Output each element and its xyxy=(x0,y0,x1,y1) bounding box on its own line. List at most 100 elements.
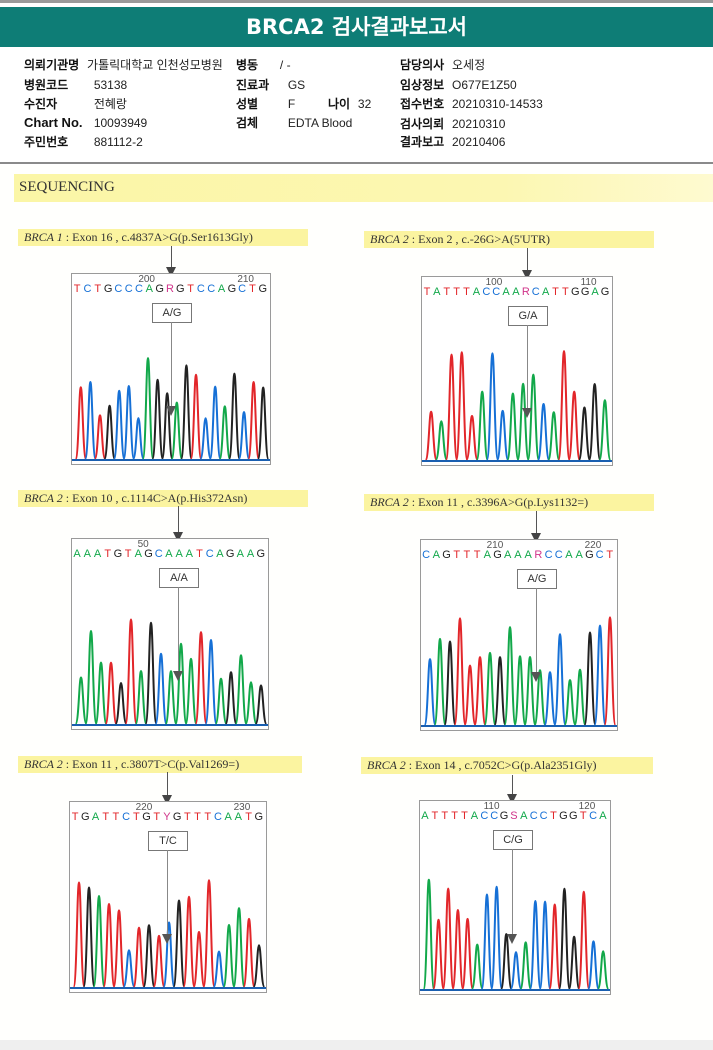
trace-peak xyxy=(144,621,158,725)
patient-name-value: 전혜랑 xyxy=(93,97,127,111)
pointer-arrow-icon xyxy=(507,794,517,804)
trace-peak xyxy=(232,907,246,988)
base-call: C xyxy=(529,810,538,822)
inner-pointer-line xyxy=(167,850,168,936)
age-field: 나이 32 xyxy=(328,95,371,112)
trace-peak xyxy=(583,631,597,726)
trace-peak xyxy=(84,630,98,725)
base-call: A xyxy=(91,811,100,823)
trace-peak xyxy=(208,385,222,460)
ward-label: 병동 xyxy=(236,58,259,72)
accession-value: 20210310-14533 xyxy=(452,97,543,111)
base-call: G xyxy=(113,548,123,560)
base-call: C xyxy=(595,549,604,561)
trace-peak xyxy=(493,656,507,726)
trace-peak xyxy=(242,917,256,988)
chromatogram-trace xyxy=(72,618,268,726)
base-call: T xyxy=(132,811,140,823)
trace-peak xyxy=(132,926,146,988)
report-title: BRCA2 검사결과보고서 xyxy=(0,7,713,47)
base-call: G xyxy=(144,548,153,560)
trace-peak xyxy=(503,626,517,726)
variant-label: BRCA 2 : Exon 14 , c.7052C>G(p.Ala2351Gl… xyxy=(361,757,653,774)
base-call: C xyxy=(207,283,216,295)
trace-peak xyxy=(194,631,208,725)
trace-peak xyxy=(244,681,258,725)
chromatogram-trace xyxy=(421,616,617,727)
ward-field: 병동 / - xyxy=(236,56,291,73)
institution-value: 가톨릭대학교 인천성모병원 xyxy=(87,58,223,72)
trace-peak xyxy=(496,409,510,461)
trace-peak xyxy=(256,386,270,460)
base-call: A xyxy=(575,549,583,561)
base-call: A xyxy=(520,810,528,822)
resident-no-field: 주민번호 881112-2 xyxy=(24,133,143,150)
trace-peak xyxy=(543,671,557,726)
base-call: A xyxy=(483,549,491,561)
trace-peak xyxy=(252,944,266,988)
position-left: 200 xyxy=(138,274,155,285)
base-call: T xyxy=(461,810,468,822)
trace-peak xyxy=(455,351,469,461)
trace-peak xyxy=(174,642,188,725)
base-call: C xyxy=(544,549,553,561)
base-call: T xyxy=(94,283,102,295)
trace-peak xyxy=(453,617,467,726)
inner-pointer-line xyxy=(536,588,537,674)
variant-label: BRCA 2 : Exon 11 , c.3396A>G(p.Lys1132=) xyxy=(364,494,654,511)
base-call: G xyxy=(569,810,578,822)
base-call: T xyxy=(153,811,161,823)
doctor-field: 담당의사 오세정 xyxy=(400,56,485,73)
base-call: T xyxy=(196,548,203,560)
accession-field: 접수번호 20210310-14533 xyxy=(400,95,543,112)
specimen-value: EDTA Blood xyxy=(287,116,353,130)
trace-peak xyxy=(485,352,500,461)
base-call: T xyxy=(550,810,557,822)
genotype-call: T/C xyxy=(148,831,188,851)
inner-pointer-line xyxy=(171,322,172,408)
trace-peak xyxy=(93,414,107,460)
base-call: A xyxy=(93,548,102,560)
gene-name: BRCA 2 xyxy=(367,758,406,772)
pointer-arrow-icon xyxy=(531,533,541,543)
trace-peak xyxy=(103,404,116,460)
chart-no-label: Chart No. xyxy=(24,115,83,130)
base-call: T xyxy=(463,286,470,298)
gene-name: BRCA 2 xyxy=(370,495,409,509)
base-call: A xyxy=(421,810,429,822)
base-call: A xyxy=(514,549,522,561)
trace-peak xyxy=(523,656,537,726)
base-call: T xyxy=(451,810,458,822)
hospital-code-field: 병원코드 53138 xyxy=(24,76,127,93)
variant-label: BRCA 2 : Exon 2 , c.-26G>A(5'UTR) xyxy=(364,231,654,248)
trace-peak xyxy=(122,949,136,988)
chromatogram xyxy=(419,800,611,995)
base-call: C xyxy=(83,283,92,295)
section-divider xyxy=(0,162,713,164)
base-call: A xyxy=(470,810,479,822)
base-call: T xyxy=(73,283,81,295)
report-date-field: 결과보고 20210406 xyxy=(400,133,505,150)
base-call: G xyxy=(254,811,264,823)
inner-arrow-icon xyxy=(162,933,172,944)
gene-name: BRCA 1 xyxy=(24,230,63,244)
trace-peak xyxy=(112,909,126,988)
sequencing-header: SEQUENCING xyxy=(14,174,713,202)
base-call: C xyxy=(154,548,163,560)
pointer-line xyxy=(178,506,179,538)
base-call: A xyxy=(165,548,173,560)
trace-peak xyxy=(94,661,108,725)
clinical-info-value: O677E1Z50 xyxy=(452,78,517,92)
base-call: Y xyxy=(163,811,171,823)
base-call: A xyxy=(599,810,607,822)
base-call: T xyxy=(473,549,481,561)
pointer-arrow-icon xyxy=(522,270,532,280)
inner-arrow-icon xyxy=(531,671,541,682)
age-value: 32 xyxy=(357,97,372,111)
base-sequence: A T T T T A C C G S A C C T GG T C A xyxy=(420,810,608,822)
base-call: T xyxy=(579,810,587,822)
base-call: G xyxy=(103,283,113,295)
chromatogram-trace xyxy=(422,350,612,462)
clinical-info-field: 임상정보 O677E1Z50 xyxy=(400,76,517,93)
base-call: G xyxy=(256,548,266,560)
